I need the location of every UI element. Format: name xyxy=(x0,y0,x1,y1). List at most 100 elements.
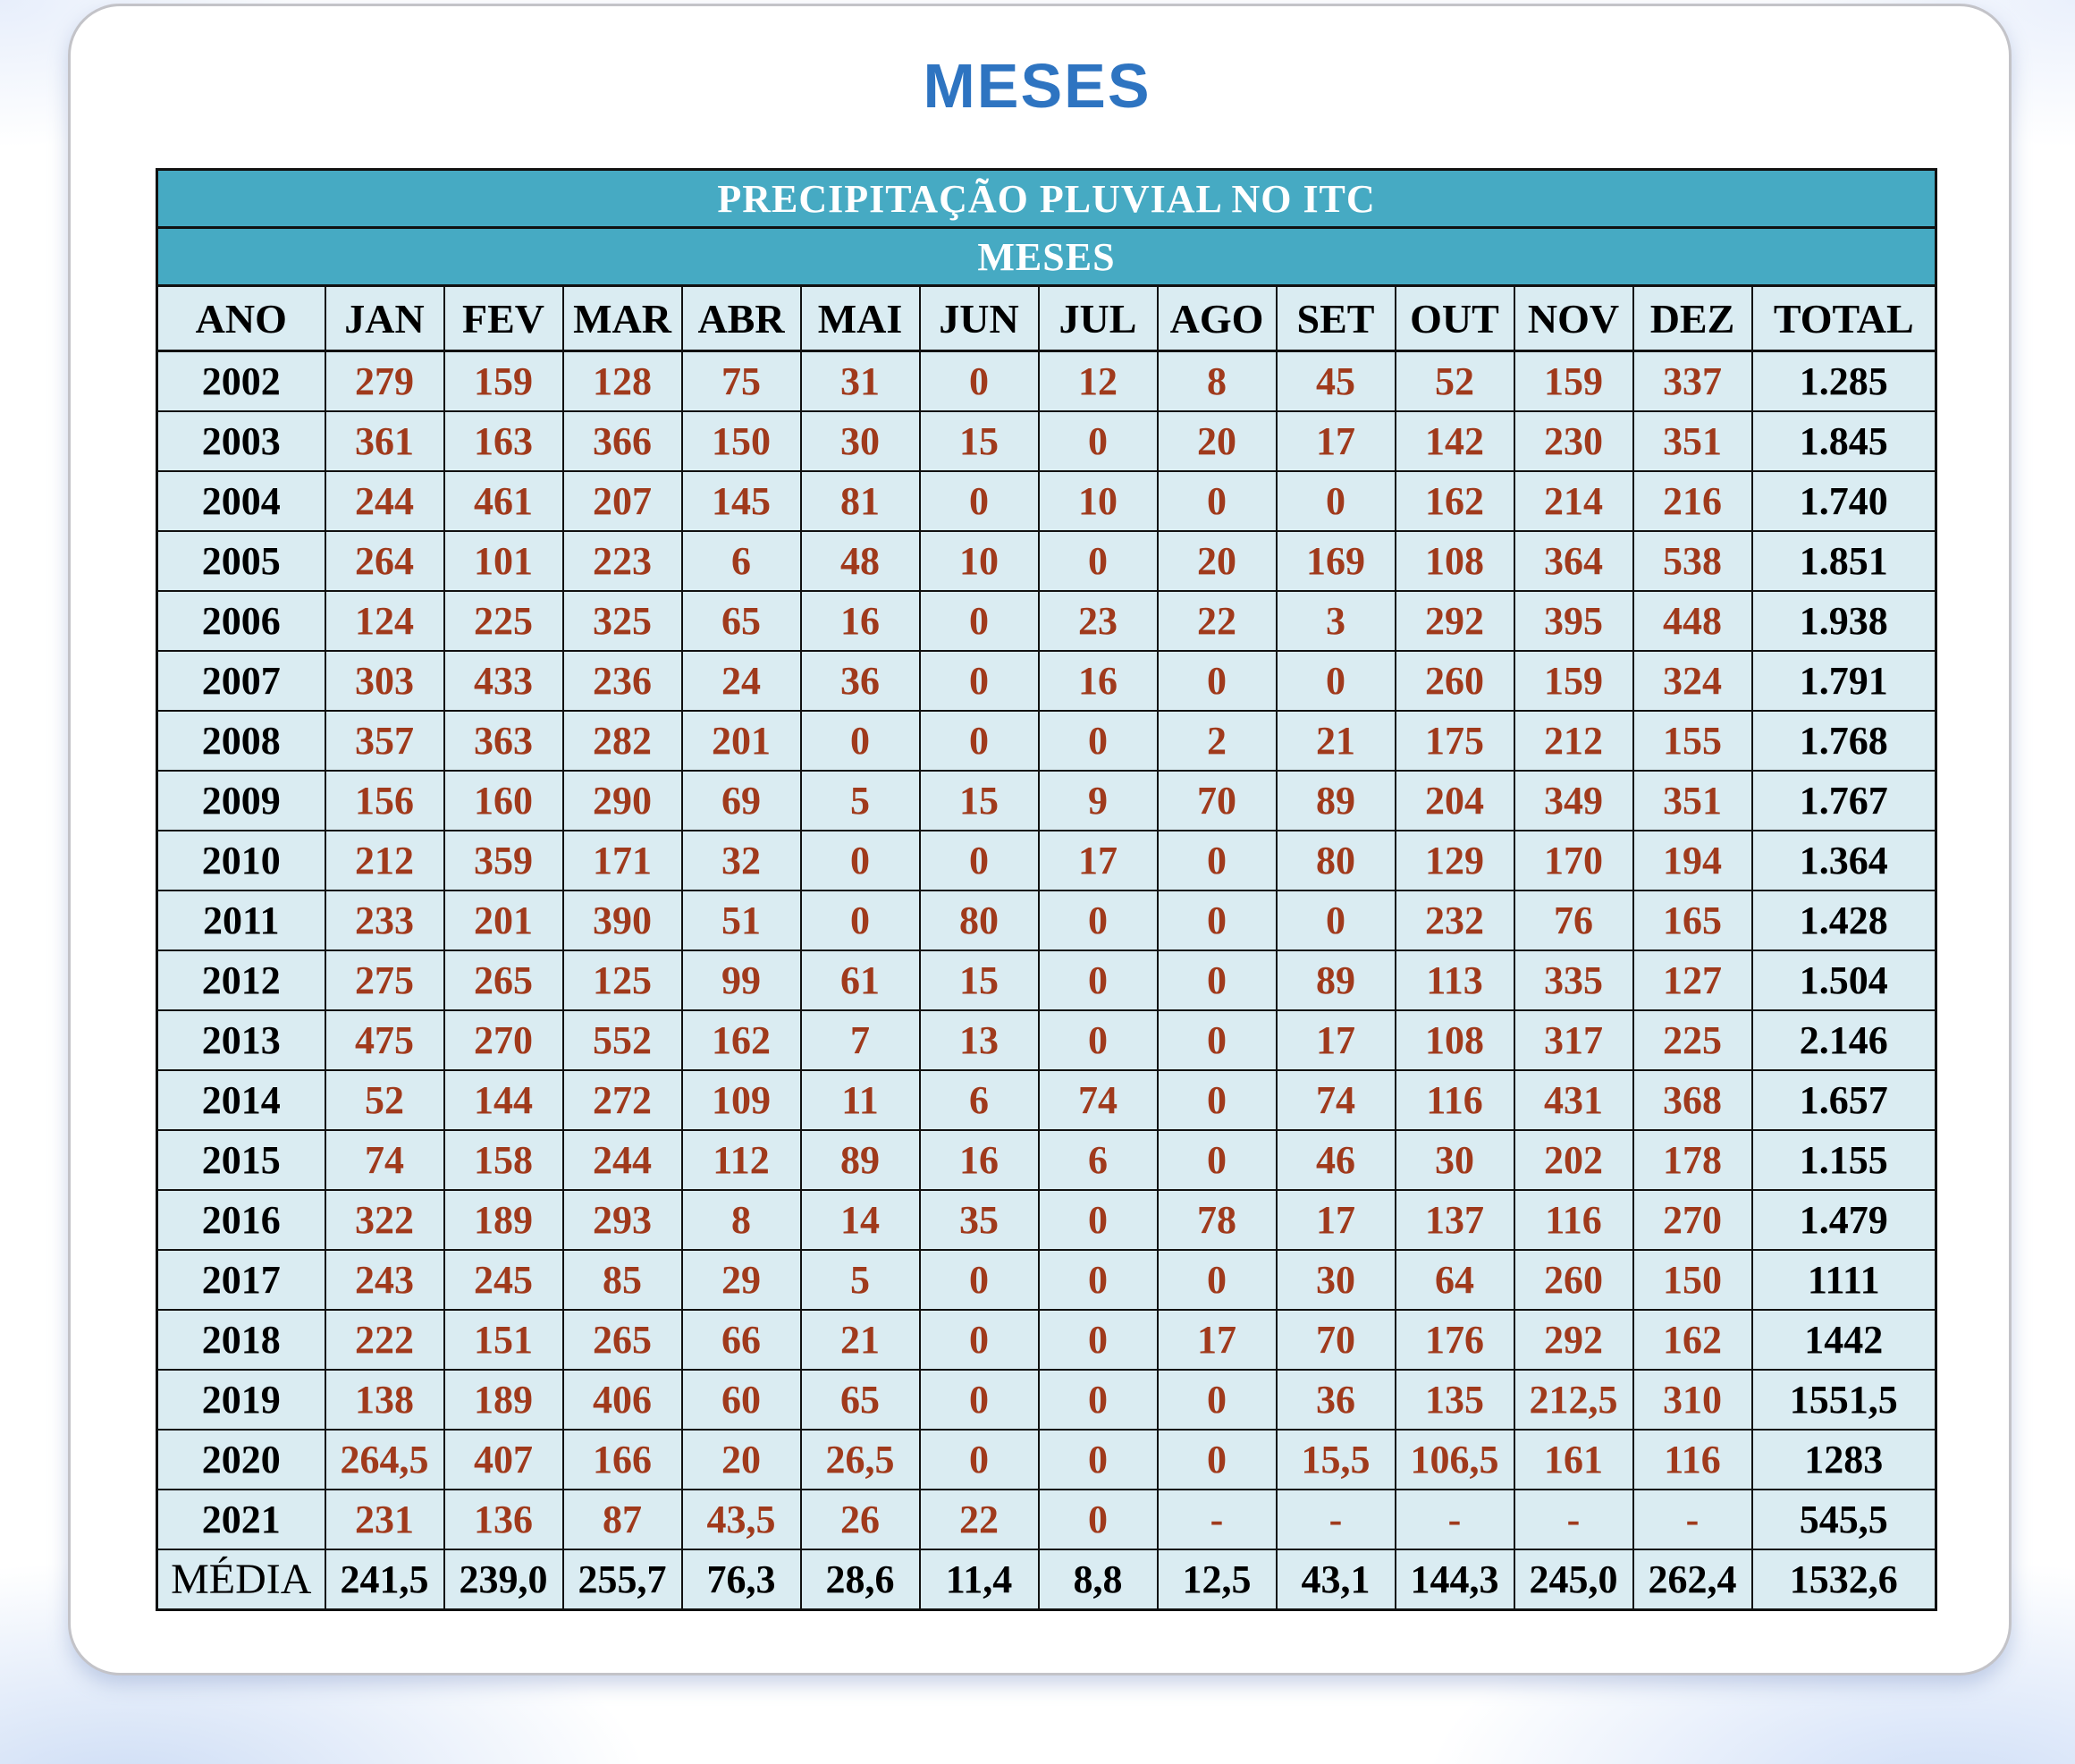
month-value: 162 xyxy=(680,1009,802,1071)
total-value: 545,5 xyxy=(1750,1489,1937,1550)
month-value: 16 xyxy=(799,590,921,652)
month-value: 0 xyxy=(1037,1489,1159,1550)
table-subtitle-row: MESES xyxy=(156,226,1937,287)
month-value: 270 xyxy=(1632,1189,1753,1251)
page-title: MESES xyxy=(923,51,1151,121)
month-value: 70 xyxy=(1275,1309,1396,1371)
month-value: 7 xyxy=(799,1009,921,1071)
month-value: 0 xyxy=(1037,1309,1159,1371)
month-value: 20 xyxy=(1156,410,1278,472)
month-value: 0 xyxy=(918,1369,1040,1431)
month-value: 109 xyxy=(680,1069,802,1131)
month-value: 359 xyxy=(443,830,564,891)
month-value: 303 xyxy=(324,650,445,712)
month-value: 106,5 xyxy=(1394,1429,1515,1490)
month-value: 30 xyxy=(799,410,921,472)
month-value: 176 xyxy=(1394,1309,1515,1371)
column-header-total: TOTAL xyxy=(1750,284,1937,352)
month-value: 236 xyxy=(561,650,683,712)
year-row-2005: 2005 264 101 223 6 48 10 0 20 169 108 364 538 1.851 xyxy=(156,530,1937,592)
month-value: 0 xyxy=(918,590,1040,652)
month-value: 11,4 xyxy=(918,1549,1040,1611)
month-value: 265 xyxy=(561,1309,683,1371)
column-header-mai: MAI xyxy=(799,284,921,352)
month-value: 170 xyxy=(1513,830,1634,891)
month-value: 322 xyxy=(324,1189,445,1251)
month-value: 0 xyxy=(1037,1249,1159,1311)
month-value: 223 xyxy=(561,530,683,592)
month-value: 150 xyxy=(680,410,802,472)
month-value: 245,0 xyxy=(1513,1549,1634,1611)
month-value: 45 xyxy=(1275,350,1396,412)
year-row-2007: 2007 303 433 236 24 36 0 16 0 0 260 159 324 1.791 xyxy=(156,650,1937,712)
month-value: 11 xyxy=(799,1069,921,1131)
month-value: 0 xyxy=(1156,830,1278,891)
month-value: 390 xyxy=(561,890,683,951)
table-body: 2002 279 159 128 75 31 0 12 8 45 52 159 337 1.285 2003… xyxy=(156,350,1937,1611)
row-label: 2003 xyxy=(156,410,326,472)
month-value: 74 xyxy=(1275,1069,1396,1131)
month-value: 22 xyxy=(918,1489,1040,1550)
month-value: 0 xyxy=(1275,650,1396,712)
row-label: 2005 xyxy=(156,530,326,592)
total-value: 1.155 xyxy=(1750,1129,1937,1191)
month-value: 232 xyxy=(1394,890,1515,951)
month-value: 24 xyxy=(680,650,802,712)
month-value: 60 xyxy=(680,1369,802,1431)
month-value: 552 xyxy=(561,1009,683,1071)
month-value: 0 xyxy=(918,830,1040,891)
total-value: 1.845 xyxy=(1750,410,1937,472)
month-value: 260 xyxy=(1513,1249,1634,1311)
month-value: 15 xyxy=(918,770,1040,831)
month-value: 214 xyxy=(1513,470,1634,532)
month-value: 0 xyxy=(918,1309,1040,1371)
total-value: 1.428 xyxy=(1750,890,1937,951)
month-value: 448 xyxy=(1632,590,1753,652)
table-subtitle: MESES xyxy=(156,226,1937,287)
month-value: 36 xyxy=(799,650,921,712)
month-value: 48 xyxy=(799,530,921,592)
month-value: 260 xyxy=(1394,650,1515,712)
month-value: 5 xyxy=(799,770,921,831)
month-value: 15,5 xyxy=(1275,1429,1396,1490)
month-value: 76 xyxy=(1513,890,1634,951)
total-value: 1.791 xyxy=(1750,650,1937,712)
month-value: 9 xyxy=(1037,770,1159,831)
month-value: 99 xyxy=(680,950,802,1011)
month-value: 28,6 xyxy=(799,1549,921,1611)
column-header-jun: JUN xyxy=(918,284,1040,352)
month-value: 162 xyxy=(1394,470,1515,532)
month-value: 239,0 xyxy=(443,1549,564,1611)
month-value: - xyxy=(1275,1489,1396,1550)
month-value: 2 xyxy=(1156,710,1278,772)
month-value: 3 xyxy=(1275,590,1396,652)
month-value: 0 xyxy=(918,470,1040,532)
month-value: 272 xyxy=(561,1069,683,1131)
month-value: 351 xyxy=(1632,410,1753,472)
year-row-2002: 2002 279 159 128 75 31 0 12 8 45 52 159 337 1.285 xyxy=(156,350,1937,412)
month-value: 74 xyxy=(324,1129,445,1191)
month-value: 20 xyxy=(680,1429,802,1490)
year-row-2017: 2017 243 245 85 29 5 0 0 0 30 64 260 150 1111 xyxy=(156,1249,1937,1311)
total-value: 2.146 xyxy=(1750,1009,1937,1071)
row-label: 2007 xyxy=(156,650,326,712)
month-value: 162 xyxy=(1632,1309,1753,1371)
table-title: PRECIPITAÇÃO PLUVIAL NO ITC xyxy=(156,168,1937,229)
month-value: 65 xyxy=(680,590,802,652)
month-value: 135 xyxy=(1394,1369,1515,1431)
month-value: 207 xyxy=(561,470,683,532)
row-label: 2009 xyxy=(156,770,326,831)
total-value: 1.851 xyxy=(1750,530,1937,592)
month-value: 43,1 xyxy=(1275,1549,1396,1611)
month-value: 0 xyxy=(1037,890,1159,951)
month-value: 264 xyxy=(324,530,445,592)
month-value: 15 xyxy=(918,950,1040,1011)
month-value: 165 xyxy=(1632,890,1753,951)
month-value: 0 xyxy=(1037,1429,1159,1490)
month-value: - xyxy=(1632,1489,1753,1550)
total-value: 1111 xyxy=(1750,1249,1937,1311)
month-value: 406 xyxy=(561,1369,683,1431)
month-value: 6 xyxy=(918,1069,1040,1131)
month-value: 8,8 xyxy=(1037,1549,1159,1611)
year-row-2014: 2014 52 144 272 109 11 6 74 0 74 116 431 368 1.657 xyxy=(156,1069,1937,1131)
